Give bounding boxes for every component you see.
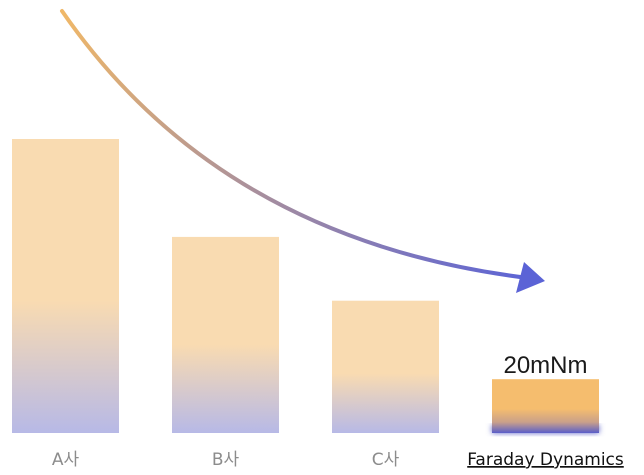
data-labels: 20mNm: [503, 352, 587, 379]
bar-2: [172, 236, 279, 433]
trend-arrow-head: [516, 262, 545, 293]
bar-3: [332, 300, 439, 433]
category-label-1: A사: [52, 450, 80, 470]
data-label-4: 20mNm: [503, 352, 587, 379]
trend-arrow-curve: [60, 9, 530, 280]
category-label-4: Faraday Dynamics: [467, 450, 624, 470]
bar-4: [492, 379, 599, 433]
bars: [12, 139, 599, 433]
bar-1: [12, 139, 119, 433]
category-label-2: B사: [212, 450, 240, 470]
category-label-3: C사: [372, 450, 400, 470]
category-labels: A사 B사 C사 Faraday Dynamics: [52, 450, 624, 470]
trend-arrow: [60, 9, 545, 293]
